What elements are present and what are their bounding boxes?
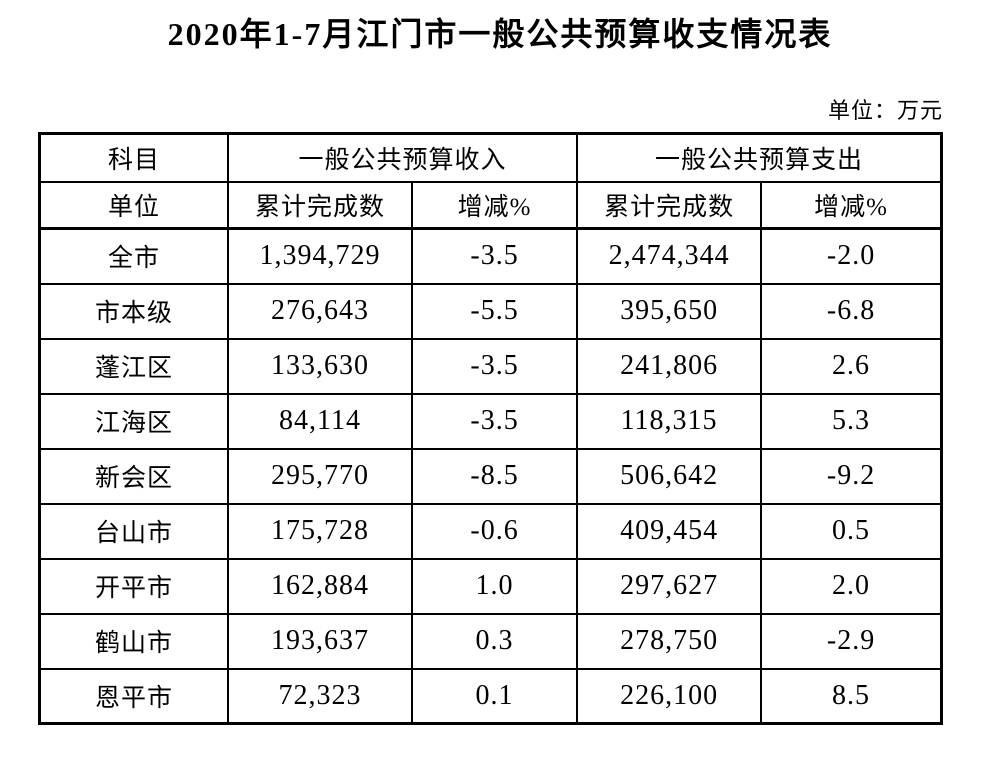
revenue-cumulative-value: 193,637 [227, 612, 414, 670]
budget-table: 科目 一般公共预算收入 一般公共预算支出 单位 累计完成数 增减% 累计完成数 … [38, 132, 943, 725]
revenue-cumulative-value: 133,630 [227, 337, 414, 395]
expenditure-change-value: 2.6 [760, 337, 943, 395]
revenue-change-value: -8.5 [411, 447, 579, 505]
revenue-cumulative-value: 295,770 [227, 447, 414, 505]
revenue-cumulative-value: 84,114 [227, 392, 414, 450]
expenditure-cumulative-value: 2,474,344 [576, 227, 763, 285]
revenue-change-value: -3.5 [411, 227, 579, 285]
header-revenue-group: 一般公共预算收入 [227, 132, 579, 183]
expenditure-change-value: -6.8 [760, 282, 943, 340]
page-title: 2020年1-7月江门市一般公共预算收支情况表 [167, 16, 833, 52]
expenditure-change-value: 8.5 [760, 667, 943, 725]
revenue-cumulative-value: 175,728 [227, 502, 414, 560]
region-name: 鹤山市 [38, 612, 230, 670]
expenditure-cumulative-value: 297,627 [576, 557, 763, 615]
expenditure-cumulative-value: 278,750 [576, 612, 763, 670]
region-name: 市本级 [38, 282, 230, 340]
unit-note: 单位：万元 [827, 98, 943, 123]
expenditure-cumulative-value: 241,806 [576, 337, 763, 395]
expenditure-change-value: 2.0 [760, 557, 943, 615]
revenue-cumulative-value: 1,394,729 [227, 227, 414, 285]
table-row: 市本级 276,643 -5.5 395,650 -6.8 [38, 282, 943, 340]
region-name: 恩平市 [38, 667, 230, 725]
region-name: 新会区 [38, 447, 230, 505]
revenue-cumulative-value: 276,643 [227, 282, 414, 340]
expenditure-cumulative-value: 226,100 [576, 667, 763, 725]
header-unit: 单位 [38, 180, 230, 230]
expenditure-change-value: -2.9 [760, 612, 943, 670]
table-row: 台山市 175,728 -0.6 409,454 0.5 [38, 502, 943, 560]
table-row: 新会区 295,770 -8.5 506,642 -9.2 [38, 447, 943, 505]
revenue-change-value: -5.5 [411, 282, 579, 340]
region-name: 全市 [38, 227, 230, 285]
expenditure-change-value: -2.0 [760, 227, 943, 285]
region-name: 开平市 [38, 557, 230, 615]
expenditure-cumulative-value: 395,650 [576, 282, 763, 340]
table-header-column-row: 单位 累计完成数 增减% 累计完成数 增减% [38, 180, 943, 230]
revenue-change-value: 1.0 [411, 557, 579, 615]
expenditure-change-value: -9.2 [760, 447, 943, 505]
expenditure-cumulative-value: 118,315 [576, 392, 763, 450]
table-row: 鹤山市 193,637 0.3 278,750 -2.9 [38, 612, 943, 670]
header-expenditure-group: 一般公共预算支出 [576, 132, 943, 183]
revenue-change-value: -3.5 [411, 337, 579, 395]
header-revenue-cumulative: 累计完成数 [227, 180, 414, 230]
header-expenditure-change: 增减% [760, 180, 943, 230]
revenue-change-value: -3.5 [411, 392, 579, 450]
revenue-cumulative-value: 162,884 [227, 557, 414, 615]
table-row: 江海区 84,114 -3.5 118,315 5.3 [38, 392, 943, 450]
expenditure-change-value: 0.5 [760, 502, 943, 560]
revenue-change-value: -0.6 [411, 502, 579, 560]
revenue-cumulative-value: 72,323 [227, 667, 414, 725]
table-row: 开平市 162,884 1.0 297,627 2.0 [38, 557, 943, 615]
expenditure-change-value: 5.3 [760, 392, 943, 450]
region-name: 台山市 [38, 502, 230, 560]
table-row: 全市 1,394,729 -3.5 2,474,344 -2.0 [38, 227, 943, 285]
expenditure-cumulative-value: 409,454 [576, 502, 763, 560]
region-name: 江海区 [38, 392, 230, 450]
expenditure-cumulative-value: 506,642 [576, 447, 763, 505]
header-expenditure-cumulative: 累计完成数 [576, 180, 763, 230]
table-row: 恩平市 72,323 0.1 226,100 8.5 [38, 667, 943, 725]
revenue-change-value: 0.3 [411, 612, 579, 670]
table-row: 蓬江区 133,630 -3.5 241,806 2.6 [38, 337, 943, 395]
table-header-group-row: 科目 一般公共预算收入 一般公共预算支出 [38, 132, 943, 183]
revenue-change-value: 0.1 [411, 667, 579, 725]
header-revenue-change: 增减% [411, 180, 579, 230]
region-name: 蓬江区 [38, 337, 230, 395]
header-subject: 科目 [38, 132, 230, 183]
